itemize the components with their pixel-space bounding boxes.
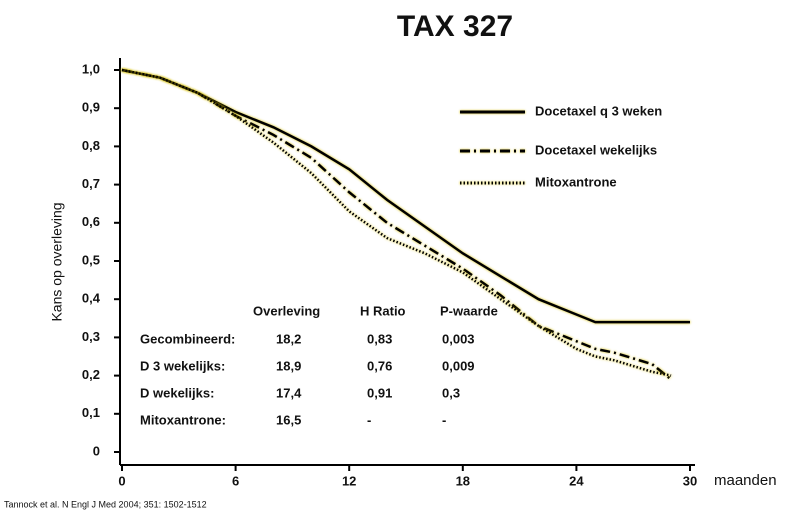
table-cell: D wekelijks: [140,385,214,400]
x-tick-label: 6 [232,473,239,488]
table-cell: 18,2 [276,331,301,346]
table-header: Overleving [253,303,320,318]
survival-curve [121,68,690,324]
table-cell: Mitoxantrone: [140,412,226,427]
table-cell: 0,003 [442,331,475,346]
y-tick-label: 0,1 [82,405,100,420]
y-tick-label: 0,5 [82,252,100,267]
x-tick-label: 24 [569,473,584,488]
legend-label: Docetaxel wekelijks [535,142,657,157]
table-cell: 0,91 [367,385,392,400]
x-tick-label: 18 [456,473,470,488]
table-cell: 0,83 [367,331,392,346]
table-cell: Gecombineerd: [140,331,235,346]
y-tick-label: 0,9 [82,100,100,115]
legend-label: Docetaxel q 3 weken [535,103,662,118]
table-header: P-waarde [440,303,498,318]
y-tick-label: 0,3 [82,329,100,344]
table-cell: 0,76 [367,358,392,373]
table-cell: 18,9 [276,358,301,373]
y-tick-label: 0,8 [82,138,100,153]
x-tick-label: 12 [342,473,356,488]
table-cell: 17,4 [276,385,302,400]
y-axis-label: Kans op overleving [49,202,65,321]
table-cell: - [367,412,371,427]
source-note: Tannock et al. N Engl J Med 2004; 351: 1… [4,499,207,509]
table-cell: 0,3 [442,385,460,400]
table-cell: D 3 wekelijks: [140,358,225,373]
table-cell: 16,5 [276,412,301,427]
chart-title: TAX 327 [397,10,513,43]
table-header: H Ratio [360,303,406,318]
table-cell: 0,009 [442,358,475,373]
survival-curve [121,68,672,377]
y-tick-label: 0,4 [82,291,101,306]
y-tick-label: 0,2 [82,367,100,382]
y-tick-label: 0,6 [82,214,100,229]
table-cell: - [442,412,446,427]
y-tick-label: 0,7 [82,176,100,191]
x-axis-label: maanden [714,472,777,489]
x-tick-label: 30 [683,473,697,488]
y-tick-label: 0 [93,443,100,458]
x-tick-label: 0 [118,473,125,488]
y-tick-label: 1,0 [82,61,100,76]
legend-label: Mitoxantrone [535,174,617,189]
